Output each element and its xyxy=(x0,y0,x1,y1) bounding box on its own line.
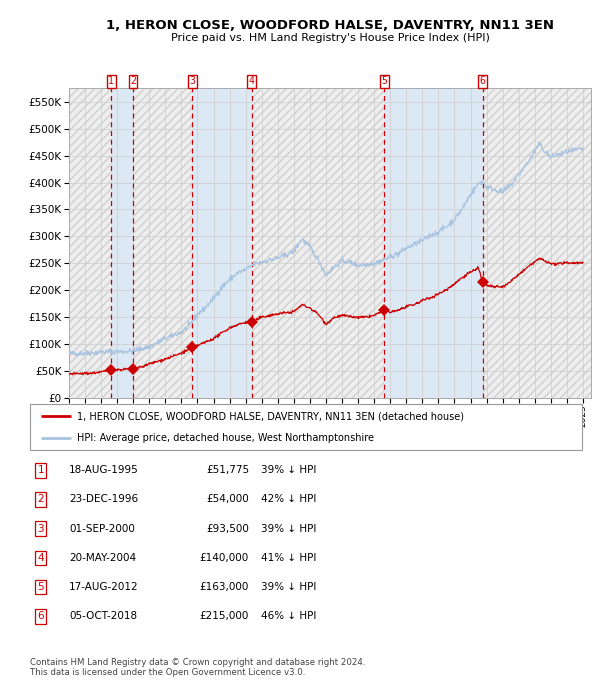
Text: Contains HM Land Registry data © Crown copyright and database right 2024.
This d: Contains HM Land Registry data © Crown c… xyxy=(30,658,365,677)
Text: Price paid vs. HM Land Registry's House Price Index (HPI): Price paid vs. HM Land Registry's House … xyxy=(170,33,490,43)
Text: £215,000: £215,000 xyxy=(200,611,249,622)
Text: 41% ↓ HPI: 41% ↓ HPI xyxy=(261,553,316,563)
Text: 1: 1 xyxy=(37,465,44,475)
Text: 6: 6 xyxy=(37,611,44,622)
Bar xyxy=(192,88,252,398)
Text: 4: 4 xyxy=(249,76,255,86)
Text: 05-OCT-2018: 05-OCT-2018 xyxy=(69,611,137,622)
Text: £51,775: £51,775 xyxy=(206,465,249,475)
Bar xyxy=(133,88,192,398)
Text: 5: 5 xyxy=(382,76,387,86)
Text: 5: 5 xyxy=(37,582,44,592)
Bar xyxy=(252,88,384,398)
Text: 1, HERON CLOSE, WOODFORD HALSE, DAVENTRY, NN11 3EN (detached house): 1, HERON CLOSE, WOODFORD HALSE, DAVENTRY… xyxy=(77,411,464,422)
Text: HPI: Average price, detached house, West Northamptonshire: HPI: Average price, detached house, West… xyxy=(77,432,374,443)
Bar xyxy=(384,88,483,398)
Bar xyxy=(69,88,111,398)
Text: 39% ↓ HPI: 39% ↓ HPI xyxy=(261,465,316,475)
Text: 1: 1 xyxy=(109,76,114,86)
Text: 2: 2 xyxy=(130,76,136,86)
Text: £93,500: £93,500 xyxy=(206,524,249,534)
Text: 6: 6 xyxy=(480,76,485,86)
Text: 4: 4 xyxy=(37,553,44,563)
Text: £163,000: £163,000 xyxy=(200,582,249,592)
Bar xyxy=(483,88,591,398)
FancyBboxPatch shape xyxy=(30,404,582,450)
Text: 2: 2 xyxy=(37,494,44,505)
Text: £140,000: £140,000 xyxy=(200,553,249,563)
Text: 3: 3 xyxy=(189,76,195,86)
Bar xyxy=(111,88,133,398)
Text: 18-AUG-1995: 18-AUG-1995 xyxy=(69,465,139,475)
Text: 42% ↓ HPI: 42% ↓ HPI xyxy=(261,494,316,505)
Text: £54,000: £54,000 xyxy=(206,494,249,505)
Text: 3: 3 xyxy=(37,524,44,534)
Text: 17-AUG-2012: 17-AUG-2012 xyxy=(69,582,139,592)
Bar xyxy=(483,88,591,398)
Bar xyxy=(133,88,192,398)
Text: 39% ↓ HPI: 39% ↓ HPI xyxy=(261,524,316,534)
Bar xyxy=(69,88,111,398)
Text: 39% ↓ HPI: 39% ↓ HPI xyxy=(261,582,316,592)
Bar xyxy=(252,88,384,398)
Text: 20-MAY-2004: 20-MAY-2004 xyxy=(69,553,136,563)
Text: 46% ↓ HPI: 46% ↓ HPI xyxy=(261,611,316,622)
Text: 23-DEC-1996: 23-DEC-1996 xyxy=(69,494,138,505)
Text: 01-SEP-2000: 01-SEP-2000 xyxy=(69,524,135,534)
Text: 1, HERON CLOSE, WOODFORD HALSE, DAVENTRY, NN11 3EN: 1, HERON CLOSE, WOODFORD HALSE, DAVENTRY… xyxy=(106,19,554,32)
